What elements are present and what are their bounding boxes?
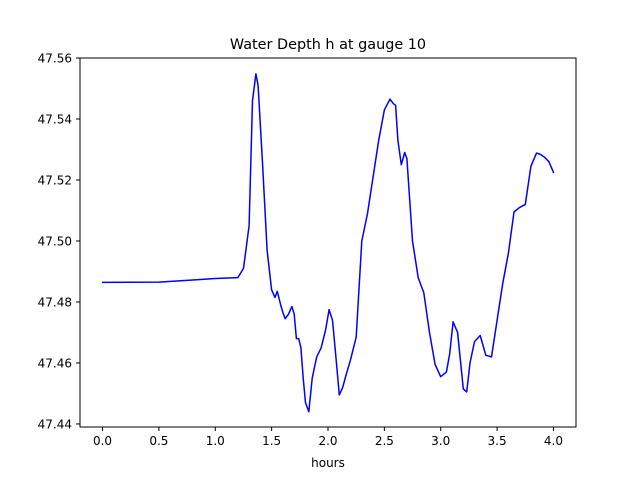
x-tick-label: 3.0 — [431, 434, 450, 448]
x-axis: 0.0 0.5 1.0 1.5 2.0 2.5 3.0 3.5 4.0 — [93, 427, 563, 448]
x-tick-label: 0.5 — [149, 434, 168, 448]
y-tick-label: 47.54 — [38, 112, 72, 126]
series-line — [101, 73, 555, 413]
x-tick-label: 2.0 — [318, 434, 337, 448]
x-tick-label: 1.5 — [262, 434, 281, 448]
y-axis: 47.44 47.46 47.48 47.50 47.52 47.54 47.56 — [38, 52, 80, 431]
x-tick-label: 1.0 — [206, 434, 225, 448]
x-tick-label: 2.5 — [375, 434, 394, 448]
x-tick-label: 3.5 — [488, 434, 507, 448]
chart-title: Water Depth h at gauge 10 — [230, 37, 426, 53]
x-tick-label: 0.0 — [93, 434, 112, 448]
y-tick-label: 47.50 — [38, 234, 72, 248]
plot-frame — [79, 57, 577, 428]
y-tick-label: 47.52 — [38, 173, 72, 187]
x-axis-label: hours — [311, 456, 345, 470]
y-tick-label: 47.44 — [38, 417, 72, 431]
y-tick-label: 47.46 — [38, 356, 72, 370]
y-tick-label: 47.56 — [38, 52, 72, 66]
x-tick-label: 4.0 — [544, 434, 563, 448]
y-tick-label: 47.48 — [38, 295, 72, 309]
